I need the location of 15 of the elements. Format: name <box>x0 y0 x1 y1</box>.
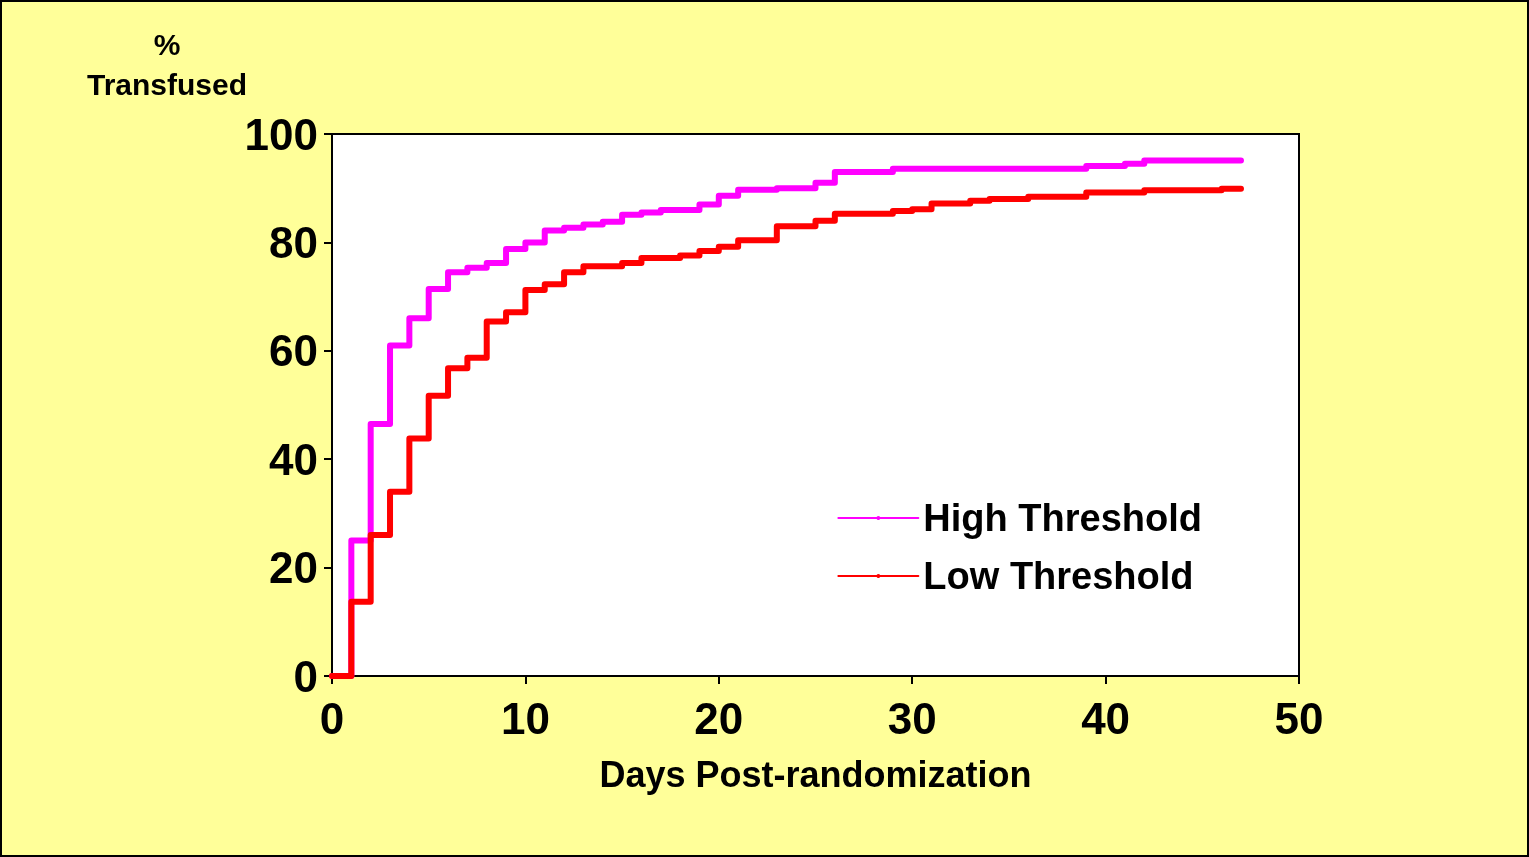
x-tick-label: 40 <box>1081 693 1131 743</box>
y-axis-title: % Transfused <box>86 27 248 101</box>
x-axis-title: Days Post-randomization <box>599 753 1032 795</box>
legend-label: Low Threshold <box>923 555 1194 597</box>
y-tick-label: 60 <box>269 326 318 376</box>
y-tick-label: 80 <box>269 217 318 267</box>
legend-label: High Threshold <box>923 497 1202 539</box>
y-tick-label: 40 <box>269 434 318 484</box>
y-tick-label: 0 <box>293 651 318 701</box>
y-tick-label: 100 <box>244 109 318 159</box>
x-tick-label: 50 <box>1274 693 1324 743</box>
x-tick-label: 10 <box>500 693 550 743</box>
x-tick-label: 20 <box>694 693 744 743</box>
y-tick-label: 20 <box>269 543 318 593</box>
x-tick-label: 30 <box>887 693 937 743</box>
